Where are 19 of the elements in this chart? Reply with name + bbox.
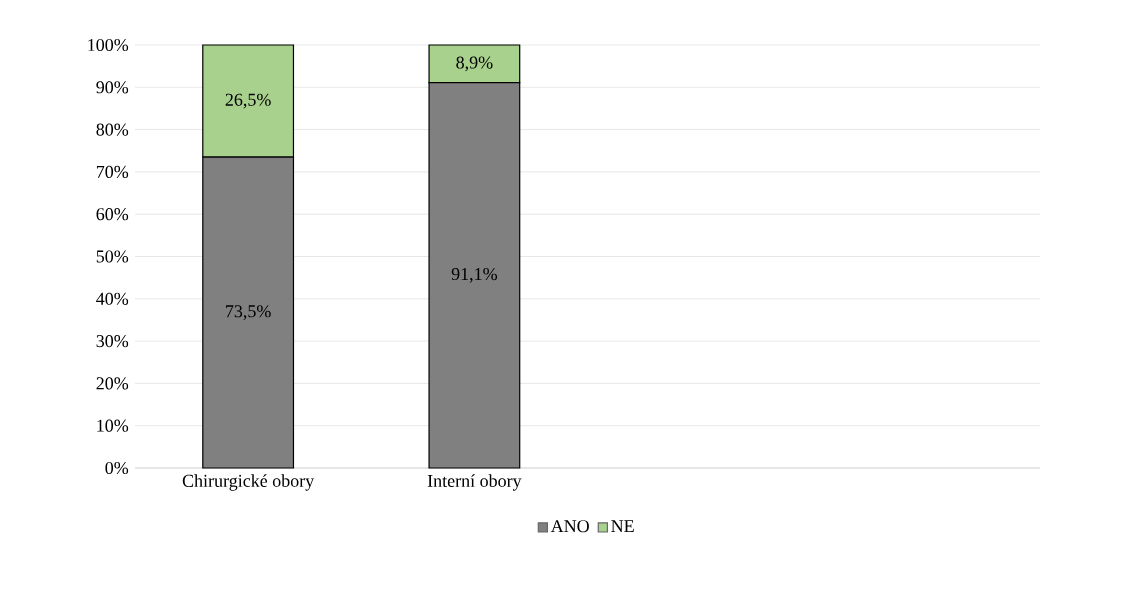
- y-tick-label: 60%: [96, 208, 129, 221]
- data-label: 8,9%: [456, 56, 493, 72]
- y-tick-label: 100%: [88, 38, 129, 52]
- y-tick-label: 70%: [96, 165, 129, 178]
- y-tick-label: 30%: [96, 334, 129, 348]
- y-tick-label: 50%: [96, 250, 129, 263]
- legend-label: ANO: [550, 520, 589, 533]
- data-label: 91,1%: [451, 267, 498, 283]
- y-tick-label: 90%: [96, 81, 129, 94]
- y-tick-label: 20%: [96, 377, 129, 390]
- y-tick-label: 0%: [105, 461, 129, 475]
- data-label: 73,5%: [226, 305, 271, 320]
- y-tick-label: 40%: [96, 292, 129, 305]
- x-tick-label: Chirurgické obory: [182, 474, 315, 491]
- y-tick-label: 80%: [96, 123, 129, 136]
- legend-label: NE: [611, 520, 634, 532]
- data-label: 26,5%: [225, 93, 271, 109]
- y-tick-label: 10%: [97, 419, 129, 432]
- x-tick-label: Interní obory: [427, 474, 522, 491]
